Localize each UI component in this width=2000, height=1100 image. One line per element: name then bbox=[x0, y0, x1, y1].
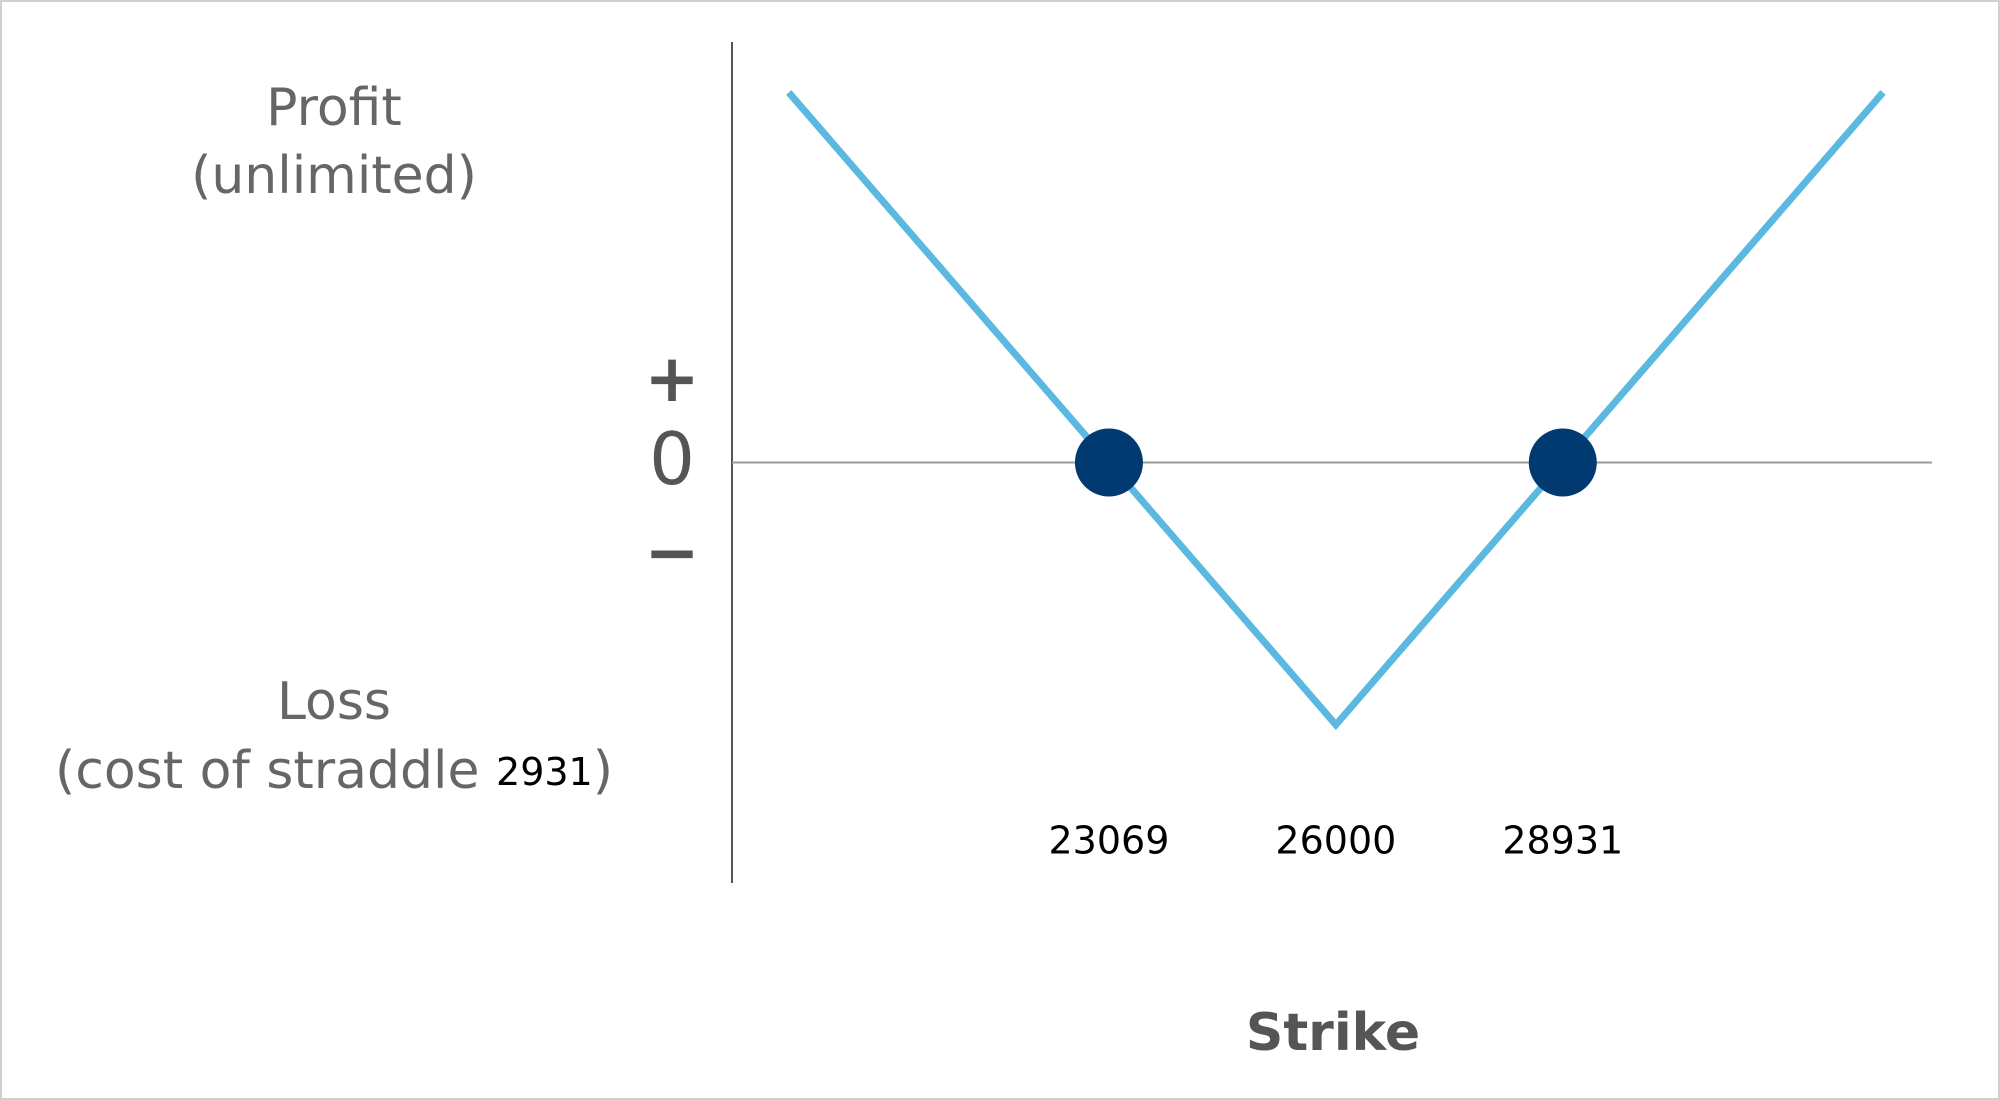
x-tick-label: 23069 bbox=[1049, 819, 1170, 863]
loss-label: (cost of straddle 2931) bbox=[55, 741, 613, 801]
loss-label: Loss bbox=[277, 672, 391, 732]
loss-label-text: (cost of straddle bbox=[55, 741, 496, 801]
break-even-point bbox=[1528, 428, 1597, 497]
y-tick-label: 0 bbox=[649, 417, 695, 501]
loss-label-close: ) bbox=[593, 741, 613, 801]
straddle-cost: 2931 bbox=[496, 750, 593, 794]
x-axis-label: Strike bbox=[1246, 1003, 1420, 1063]
profit-label: (unlimited) bbox=[191, 146, 477, 206]
minus-label: − bbox=[644, 514, 699, 591]
x-tick-label: 26000 bbox=[1275, 819, 1396, 863]
payoff-line bbox=[786, 90, 1886, 731]
plus-label: + bbox=[644, 340, 699, 417]
break-even-point bbox=[1074, 428, 1143, 497]
x-tick-label: 28931 bbox=[1502, 819, 1623, 863]
profit-label: Profit bbox=[266, 78, 402, 138]
